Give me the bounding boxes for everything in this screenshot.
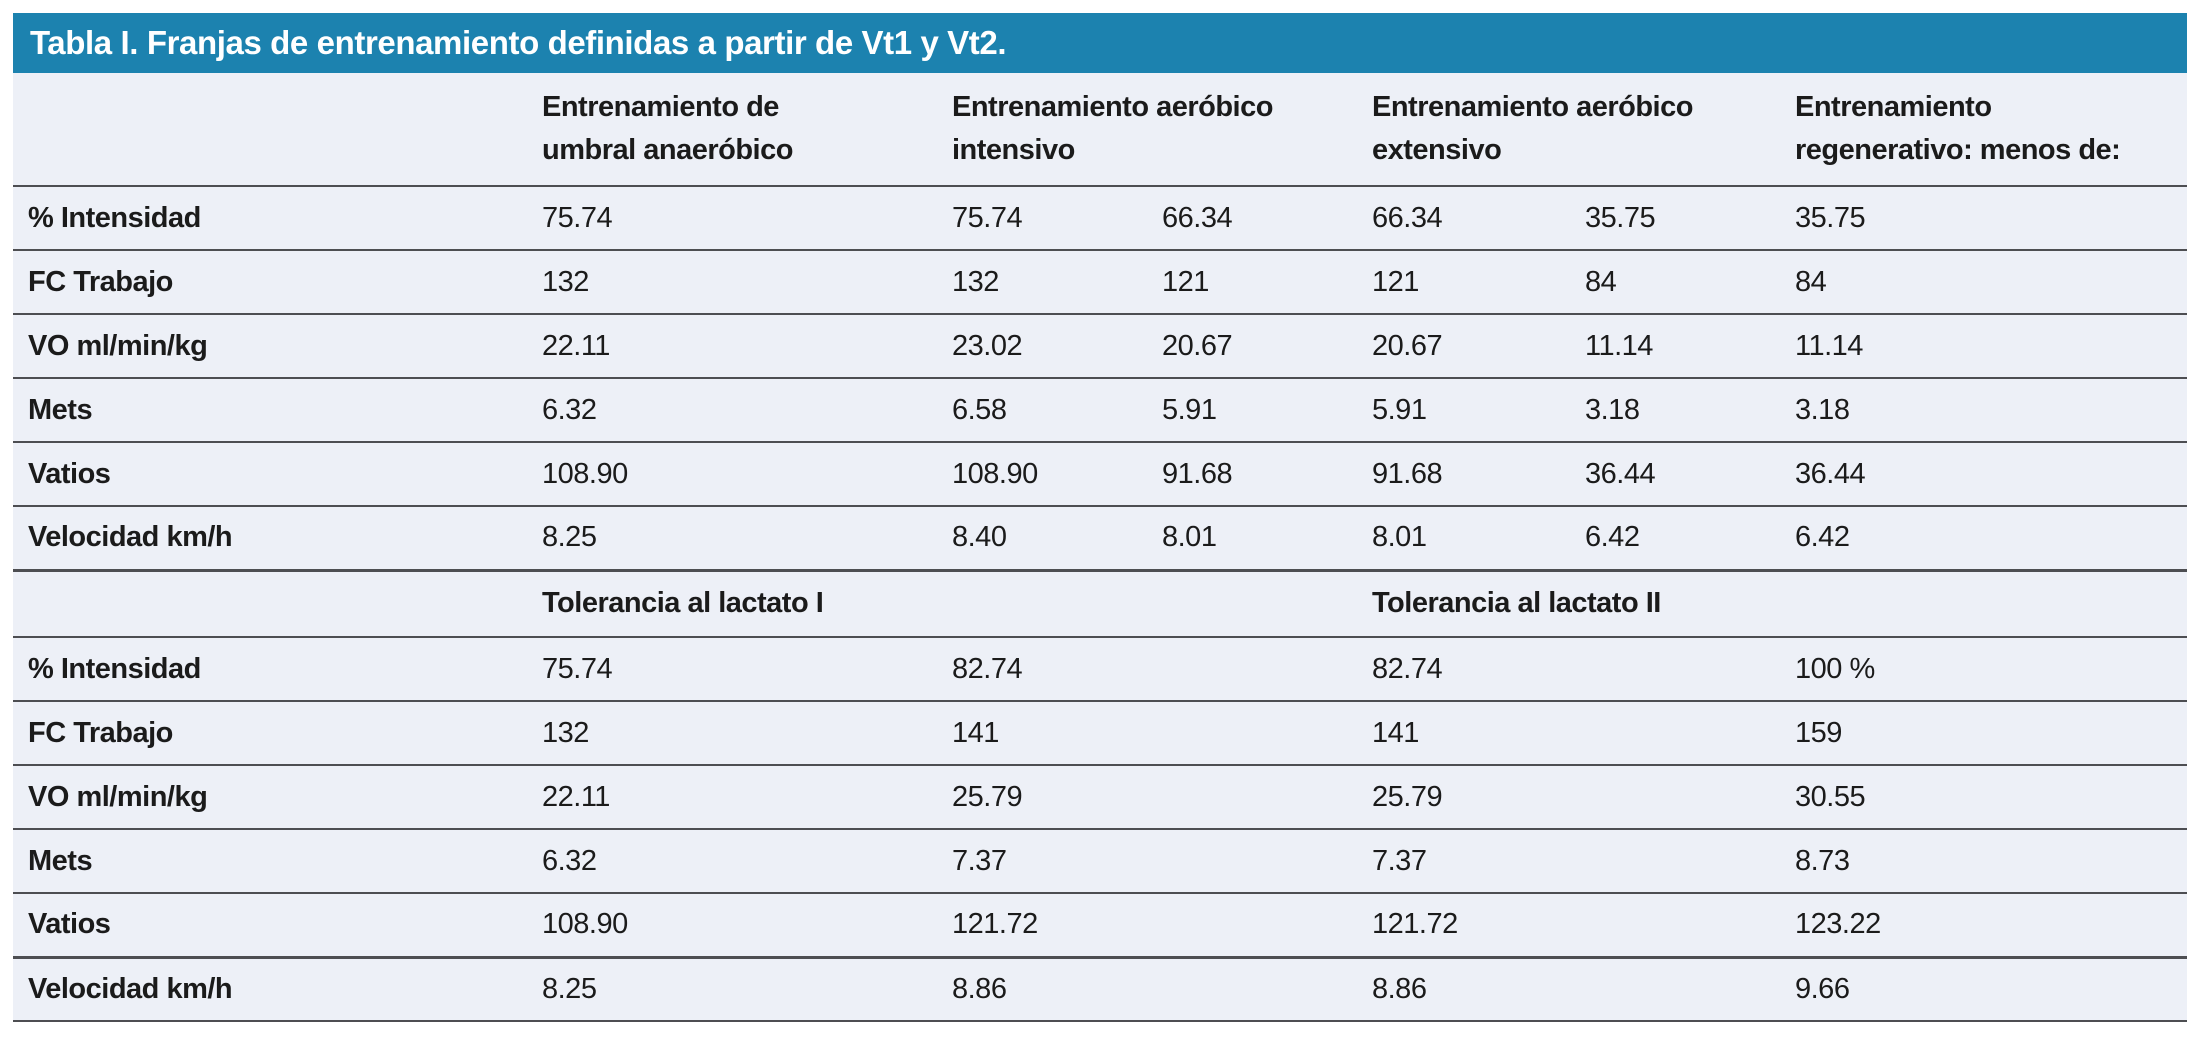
value-cell: 121: [1147, 250, 1357, 315]
column-header-row: Entrenamiento de umbral anaeróbico Entre…: [13, 73, 2187, 187]
value-cell: 108.90: [527, 893, 937, 959]
table-row: FC Trabajo 132 132 121 121 84 84: [13, 250, 2187, 315]
table-row: VO ml/min/kg 22.11 25.79 25.79 30.55: [13, 765, 2187, 830]
row-label: % Intensidad: [13, 186, 527, 251]
value-cell: 8.25: [527, 506, 937, 572]
training-zones-table: Entrenamiento de umbral anaeróbico Entre…: [13, 73, 2187, 1022]
value-cell: 108.90: [527, 442, 937, 507]
value-cell: 141: [1357, 701, 1780, 766]
row-label: VO ml/min/kg: [13, 314, 527, 379]
value-cell: 8.86: [937, 957, 1357, 1022]
value-cell: 75.74: [937, 186, 1147, 251]
table-title: Tabla I. Franjas de entrenamiento defini…: [30, 24, 1007, 61]
section-header-row: Tolerancia al lactato I Tolerancia al la…: [13, 570, 2187, 638]
value-cell: 8.86: [1357, 957, 1780, 1022]
column-header-regenerativo: Entrenamiento regenerativo: menos de:: [1780, 73, 2187, 187]
value-cell: 121: [1357, 250, 1570, 315]
row-label: Velocidad km/h: [13, 957, 527, 1022]
value-cell: 3.18: [1780, 378, 2187, 443]
row-label: Mets: [13, 829, 527, 894]
table-row: % Intensidad 75.74 82.74 82.74 100 %: [13, 637, 2187, 702]
value-cell: 159: [1780, 701, 2187, 766]
value-cell: 6.32: [527, 829, 937, 894]
value-cell: 5.91: [1357, 378, 1570, 443]
value-cell: 6.42: [1570, 506, 1780, 572]
value-cell: 141: [937, 701, 1357, 766]
value-cell: 121.72: [1357, 893, 1780, 959]
value-cell: 8.01: [1357, 506, 1570, 572]
value-cell: 66.34: [1147, 186, 1357, 251]
column-header-aerobico-intensivo: Entrenamiento aeróbico intensivo: [937, 73, 1357, 187]
value-cell: 8.40: [937, 506, 1147, 572]
value-cell: 36.44: [1570, 442, 1780, 507]
value-cell: 75.74: [527, 186, 937, 251]
column-header-umbral-anaerobico: Entrenamiento de umbral anaeróbico: [527, 73, 937, 187]
value-cell: 84: [1780, 250, 2187, 315]
value-cell: 23.02: [937, 314, 1147, 379]
value-cell: 3.18: [1570, 378, 1780, 443]
value-cell: 11.14: [1570, 314, 1780, 379]
value-cell: 132: [937, 250, 1147, 315]
table-row: VO ml/min/kg 22.11 23.02 20.67 20.67 11.…: [13, 314, 2187, 379]
value-cell: 25.79: [937, 765, 1357, 830]
value-cell: 7.37: [937, 829, 1357, 894]
row-label: Mets: [13, 378, 527, 443]
value-cell: 132: [527, 250, 937, 315]
table-row: % Intensidad 75.74 75.74 66.34 66.34 35.…: [13, 186, 2187, 251]
value-cell: 75.74: [527, 637, 937, 702]
value-cell: 66.34: [1357, 186, 1570, 251]
value-cell: 121.72: [937, 893, 1357, 959]
value-cell: 25.79: [1357, 765, 1780, 830]
section-header-lactato-1: Tolerancia al lactato I: [527, 570, 1357, 638]
value-cell: 82.74: [1357, 637, 1780, 702]
value-cell: 84: [1570, 250, 1780, 315]
section-header-lactato-2: Tolerancia al lactato II: [1357, 570, 2187, 638]
value-cell: 82.74: [937, 637, 1357, 702]
row-label: % Intensidad: [13, 637, 527, 702]
row-label: VO ml/min/kg: [13, 765, 527, 830]
corner-cell: [13, 570, 527, 638]
value-cell: 20.67: [1147, 314, 1357, 379]
value-cell: 30.55: [1780, 765, 2187, 830]
value-cell: 123.22: [1780, 893, 2187, 959]
table-row: Vatios 108.90 121.72 121.72 123.22: [13, 893, 2187, 959]
row-label: Velocidad km/h: [13, 506, 527, 572]
value-cell: 35.75: [1780, 186, 2187, 251]
value-cell: 9.66: [1780, 957, 2187, 1022]
value-cell: 36.44: [1780, 442, 2187, 507]
value-cell: 100 %: [1780, 637, 2187, 702]
row-label: FC Trabajo: [13, 250, 527, 315]
value-cell: 8.73: [1780, 829, 2187, 894]
row-label: FC Trabajo: [13, 701, 527, 766]
value-cell: 6.42: [1780, 506, 2187, 572]
corner-cell: [13, 73, 527, 187]
column-header-aerobico-extensivo: Entrenamiento aeróbico extensivo: [1357, 73, 1780, 187]
table-title-bar: Tabla I. Franjas de entrenamiento defini…: [13, 13, 2187, 73]
value-cell: 22.11: [527, 314, 937, 379]
value-cell: 8.25: [527, 957, 937, 1022]
table-row: Velocidad km/h 8.25 8.40 8.01 8.01 6.42 …: [13, 506, 2187, 572]
value-cell: 91.68: [1357, 442, 1570, 507]
value-cell: 5.91: [1147, 378, 1357, 443]
table-panel: Tabla I. Franjas de entrenamiento defini…: [13, 13, 2187, 1022]
value-cell: 7.37: [1357, 829, 1780, 894]
value-cell: 35.75: [1570, 186, 1780, 251]
table-row: FC Trabajo 132 141 141 159: [13, 701, 2187, 766]
table-row: Mets 6.32 7.37 7.37 8.73: [13, 829, 2187, 894]
value-cell: 20.67: [1357, 314, 1570, 379]
row-label: Vatios: [13, 442, 527, 507]
row-label: Vatios: [13, 893, 527, 959]
value-cell: 11.14: [1780, 314, 2187, 379]
value-cell: 132: [527, 701, 937, 766]
value-cell: 108.90: [937, 442, 1147, 507]
table-row: Vatios 108.90 108.90 91.68 91.68 36.44 3…: [13, 442, 2187, 507]
value-cell: 91.68: [1147, 442, 1357, 507]
value-cell: 6.32: [527, 378, 937, 443]
value-cell: 6.58: [937, 378, 1147, 443]
table-row: Mets 6.32 6.58 5.91 5.91 3.18 3.18: [13, 378, 2187, 443]
value-cell: 22.11: [527, 765, 937, 830]
value-cell: 8.01: [1147, 506, 1357, 572]
table-row: Velocidad km/h 8.25 8.86 8.86 9.66: [13, 957, 2187, 1022]
